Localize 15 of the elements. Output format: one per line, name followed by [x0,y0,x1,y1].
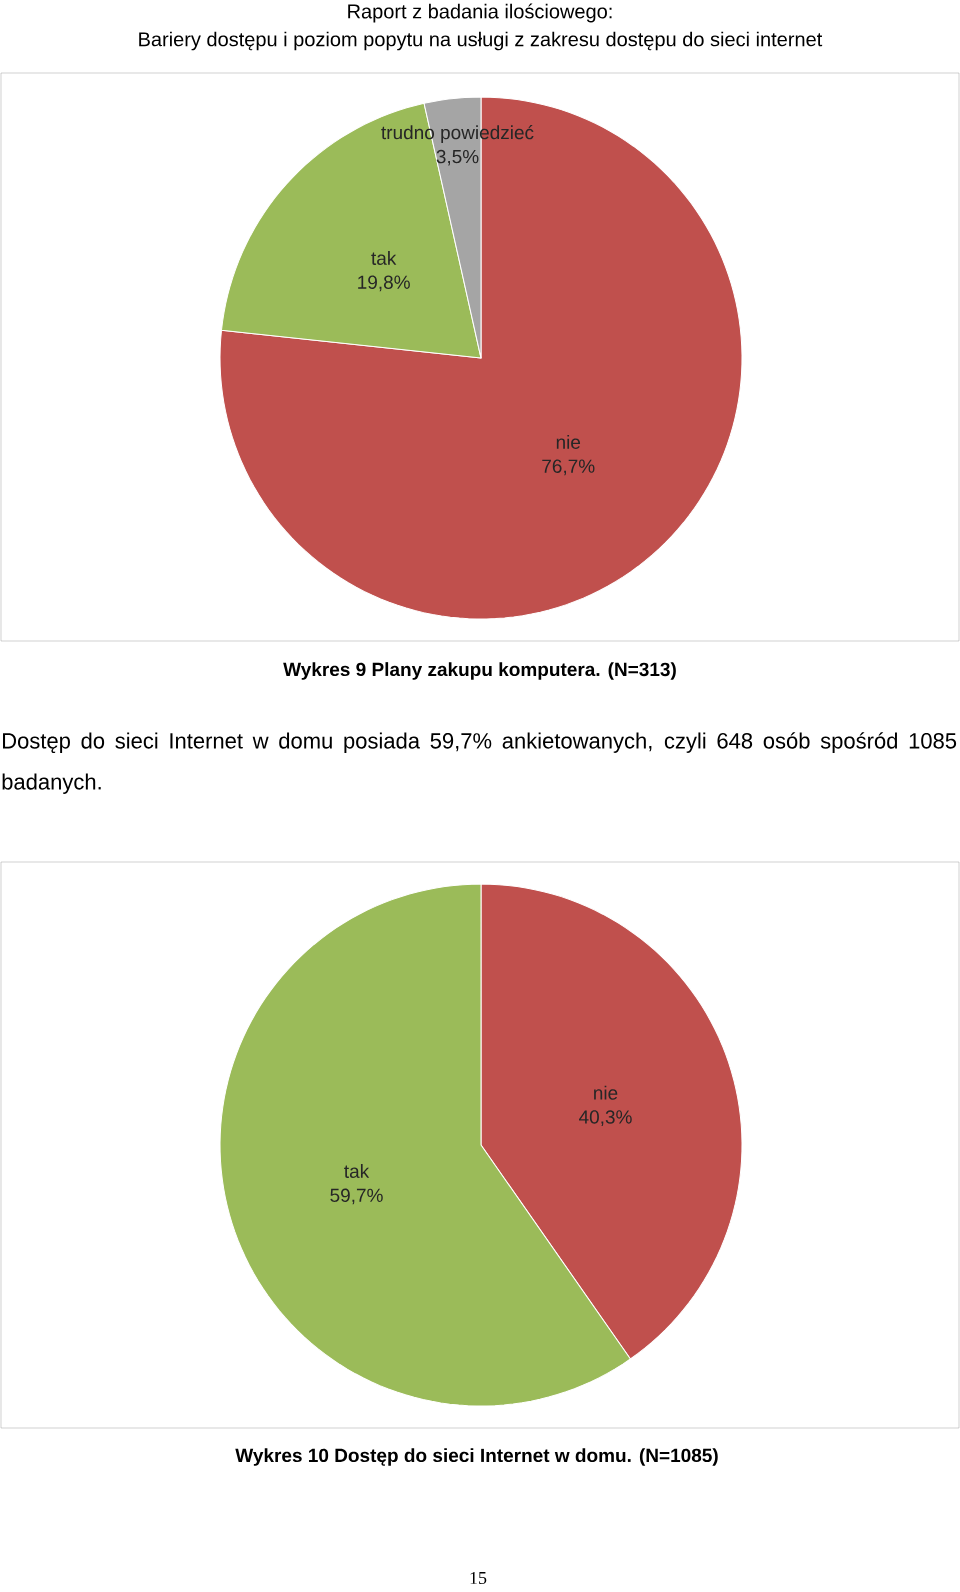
slice-label: tak [371,251,397,265]
data-label: 3,5% [436,149,479,166]
data-label: 76,7% [542,459,595,476]
text: 15 [470,1571,487,1585]
text: Wykres 10 Dostęp do sieci Internet w domu. (N=1085) [235,1448,718,1466]
slice-label: nie [556,434,581,449]
text: Dostęp do sieci Internet w domu posiada 59,7% ankietowanych, czyli 648 osób spośród 1085 badanych. [2,732,957,794]
text: Raport z badania ilościowego: [348,3,612,23]
data-label: 40,3% [579,1110,632,1126]
data-label: 19,8% [358,275,410,292]
slice-label: tak [344,1164,370,1179]
data-label: 59,7% [330,1188,383,1205]
text: Bariery dostępu i poziom popytu na usługi z zakresu dostępu do sieci internet [139,31,823,51]
slice-label: nie [594,1085,618,1100]
text: Wykres 9 Plany zakupu komputera. (N=313) [283,662,676,680]
